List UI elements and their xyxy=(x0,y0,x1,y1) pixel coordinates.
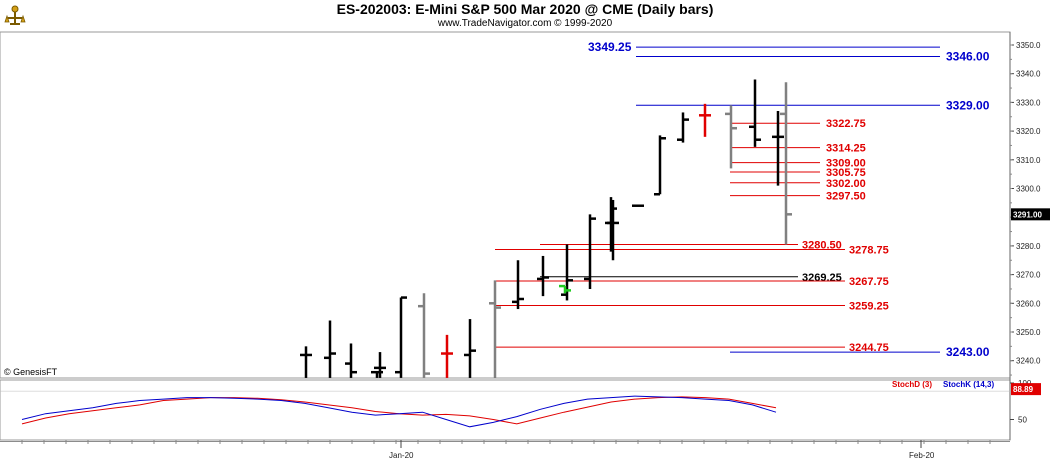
stoch-series-line xyxy=(21,395,777,428)
level-label: 3297.50 xyxy=(826,191,866,203)
ohlc-bar[interactable] xyxy=(464,319,476,378)
stoch-current-label: 88.89 xyxy=(1013,385,1034,394)
y-tick-label: 3250.0 xyxy=(1016,328,1041,337)
ohlc-bar[interactable] xyxy=(324,320,336,378)
ohlc-bar[interactable] xyxy=(345,343,357,378)
ohlc-bar[interactable] xyxy=(489,280,501,378)
level-label: 3314.25 xyxy=(826,143,866,155)
ohlc-bar[interactable] xyxy=(654,135,666,196)
copyright-label: © GenesisFT xyxy=(4,367,58,377)
level-label: 3302.00 xyxy=(826,178,866,190)
level-label: 3267.75 xyxy=(849,276,889,288)
y-tick-label: 3310.0 xyxy=(1016,156,1041,165)
y-tick-label: 3340.0 xyxy=(1016,70,1041,79)
current-price-label: 3291.00 xyxy=(1013,210,1042,219)
ohlc-bar[interactable] xyxy=(699,103,711,137)
ohlc-bar[interactable] xyxy=(537,255,549,297)
ohlc-bar[interactable] xyxy=(441,334,453,378)
ohlc-bar[interactable] xyxy=(300,346,312,378)
ohlc-bar[interactable] xyxy=(677,112,689,143)
chart-header: ES-202003: E-Mini S&P 500 Mar 2020 @ CME… xyxy=(0,0,1050,32)
level-label: 3305.75 xyxy=(826,167,866,179)
level-label: 3322.75 xyxy=(826,118,866,130)
level-label: 3280.50 xyxy=(802,239,842,251)
x-tick-label: Feb-20 xyxy=(909,451,935,460)
chart-title: ES-202003: E-Mini S&P 500 Mar 2020 @ CME… xyxy=(336,1,714,17)
genesis-logo-icon[interactable] xyxy=(2,2,28,28)
y-tick-label: 3300.0 xyxy=(1016,185,1041,194)
ohlc-bar[interactable] xyxy=(374,352,386,378)
ohlc-bar[interactable] xyxy=(605,197,617,252)
y-tick-label: 3350.0 xyxy=(1016,41,1041,50)
y-tick-label: 3330.0 xyxy=(1016,98,1041,107)
ohlc-bar[interactable] xyxy=(584,214,596,289)
level-label: 3259.25 xyxy=(849,300,889,312)
stochk-legend: StochK (14,3) xyxy=(943,380,994,389)
stoch-current-box xyxy=(1011,383,1041,396)
y-tick-label: 3260.0 xyxy=(1016,299,1041,308)
y-tick-label: 3320.0 xyxy=(1016,127,1041,136)
y-tick-label: 3240.0 xyxy=(1016,357,1041,366)
ohlc-bar[interactable] xyxy=(559,284,571,294)
level-label: 3309.00 xyxy=(826,158,866,170)
level-label: 3244.75 xyxy=(849,342,889,354)
stoch-y-tick-label: 50 xyxy=(1018,416,1027,425)
ohlc-bar[interactable] xyxy=(512,260,524,310)
ohlc-bar[interactable] xyxy=(395,296,407,378)
level-label: 3269.25 xyxy=(802,272,842,284)
level-label: 3243.00 xyxy=(946,345,990,359)
x-tick-label: Jan-20 xyxy=(389,451,414,460)
ohlc-bar[interactable] xyxy=(772,111,784,186)
ohlc-bar[interactable] xyxy=(780,82,792,245)
level-label: 3278.75 xyxy=(849,244,889,256)
chart-subtitle: www.TradeNavigator.com © 1999-2020 xyxy=(437,18,613,29)
ohlc-bar[interactable] xyxy=(749,79,761,147)
ohlc-bar[interactable] xyxy=(418,293,430,378)
current-price-box xyxy=(1011,208,1050,221)
ohlc-bar[interactable] xyxy=(371,370,383,378)
y-tick-label: 3270.0 xyxy=(1016,271,1041,280)
ohlc-bar[interactable] xyxy=(725,105,737,169)
stochd-legend: StochD (3) xyxy=(892,380,932,389)
level-label: 3349.25 xyxy=(588,40,632,54)
ohlc-bar[interactable] xyxy=(561,244,573,301)
y-tick-label: 3280.0 xyxy=(1016,242,1041,251)
level-label: 3329.00 xyxy=(946,98,990,112)
level-label: 3346.00 xyxy=(946,49,990,63)
